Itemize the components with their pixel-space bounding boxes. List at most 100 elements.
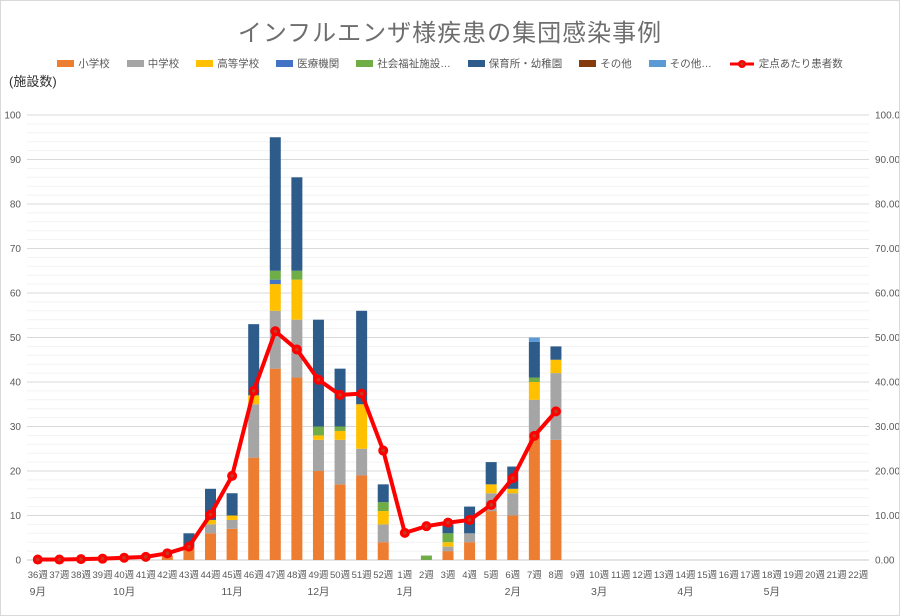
- line-marker-center: [489, 503, 493, 507]
- legend-swatch: [648, 60, 666, 67]
- line-marker-center: [187, 544, 191, 549]
- bar-segment: [550, 439, 562, 560]
- week-label: 7週: [527, 569, 542, 581]
- bar-segment: [205, 533, 217, 560]
- line-marker-center: [359, 391, 364, 396]
- month-label: 4月: [677, 586, 693, 598]
- week-label: 42週: [157, 569, 178, 581]
- week-label: 36週: [28, 569, 49, 581]
- bar-segment: [377, 542, 389, 560]
- legend-item-series: 保育所・幼稚園: [467, 56, 562, 71]
- line-marker-center: [446, 520, 450, 525]
- legend-swatch: [196, 60, 214, 67]
- week-label: 51週: [352, 569, 373, 581]
- axis-tick-label-right: 40.00: [875, 378, 899, 389]
- bar-segment: [269, 368, 281, 560]
- bar-segment: [507, 515, 519, 560]
- bar-segment: [485, 484, 497, 494]
- week-label: 47週: [265, 569, 286, 581]
- legend-line-marker-swatch: [729, 59, 754, 68]
- axis-tick-label-right: 80.00: [875, 200, 899, 211]
- bar-segment: [226, 493, 238, 516]
- week-label: 5週: [484, 569, 499, 581]
- bar-segment: [291, 177, 303, 271]
- legend-item-series: 高等学校: [196, 56, 259, 71]
- week-label: 41週: [136, 569, 157, 581]
- week-label: 50週: [330, 569, 351, 581]
- month-label: 3月: [591, 586, 607, 598]
- bar-segment: [226, 528, 238, 560]
- axis-tick-label-right: 30.00: [875, 422, 899, 433]
- bar-segment: [442, 551, 454, 560]
- bar-segment: [248, 404, 260, 458]
- bar-segment: [226, 519, 238, 529]
- bar-segment: [334, 426, 346, 431]
- bar-segment: [528, 382, 540, 400]
- week-label: 40週: [114, 569, 135, 581]
- bar-segment: [442, 533, 454, 543]
- week-label: 2週: [419, 569, 434, 581]
- bar-segment: [377, 484, 389, 503]
- axis-tick-label-left: 70: [10, 244, 22, 255]
- bar-segment: [291, 377, 303, 560]
- bar-segment: [377, 511, 389, 525]
- line-marker-center: [467, 518, 472, 522]
- axis-tick-label-left: 100: [4, 111, 21, 122]
- axis-tick-label-left: 20: [10, 467, 22, 478]
- legend-label: 医療機関: [297, 58, 340, 70]
- week-label: 9週: [570, 569, 585, 581]
- bar-segment: [485, 462, 497, 485]
- bar-segment: [205, 519, 217, 525]
- bar-segment: [464, 542, 476, 560]
- week-label: 14週: [675, 569, 696, 581]
- bar-segment: [226, 515, 238, 520]
- axis-tick-label-left: 40: [10, 378, 22, 389]
- month-label: 12月: [307, 586, 329, 598]
- legend-item-series: 小学校: [57, 56, 110, 71]
- bar-segment: [377, 524, 389, 543]
- week-label: 52週: [373, 569, 394, 581]
- legend-label: 中学校: [147, 58, 180, 70]
- legend-label: その他…: [669, 58, 712, 70]
- bar-segment: [334, 430, 346, 440]
- axis-tick-label-left: 60: [10, 289, 22, 300]
- line-marker-center: [165, 551, 170, 556]
- bar-segment: [528, 337, 540, 342]
- line-marker-center: [532, 434, 537, 438]
- axis-tick-label-left: 50: [10, 333, 22, 344]
- legend-item-series: その他…: [648, 56, 712, 71]
- axis-tick-label-right: 70.00: [875, 244, 899, 255]
- bar-segment: [420, 555, 432, 560]
- legend-label: 高等学校: [217, 58, 260, 70]
- week-label: 12週: [632, 569, 653, 581]
- week-label: 11週: [611, 569, 631, 581]
- line-marker-center: [510, 476, 515, 480]
- legend-swatch: [579, 60, 597, 67]
- week-label: 49週: [308, 569, 329, 581]
- week-label: 39週: [93, 569, 114, 581]
- legend-swatch: [57, 60, 75, 67]
- legend-item-series: 医療機関: [276, 56, 339, 71]
- bar-segment: [356, 404, 368, 449]
- bar-segment: [312, 439, 324, 471]
- line-marker-center: [338, 393, 342, 397]
- month-label: 10月: [113, 586, 135, 598]
- axis-tick-label-left: 30: [10, 422, 22, 433]
- line-marker-center: [230, 474, 234, 478]
- line-marker-center: [57, 557, 62, 562]
- legend-swatch: [467, 60, 485, 67]
- legend-label: 小学校: [78, 58, 110, 70]
- bar-segment: [528, 435, 540, 560]
- bar-segment: [356, 475, 368, 560]
- bar-segment: [528, 399, 540, 436]
- week-label: 18週: [762, 569, 783, 581]
- axis-tick-label-right: 90.00: [875, 155, 899, 166]
- line-marker-center: [381, 448, 386, 453]
- week-label: 43週: [179, 569, 200, 581]
- month-label: 11月: [221, 586, 242, 598]
- axis-tick-label-right: 0.00: [875, 556, 895, 567]
- axis-tick-label-right: 10.00: [875, 511, 899, 522]
- bar-segment: [356, 448, 368, 476]
